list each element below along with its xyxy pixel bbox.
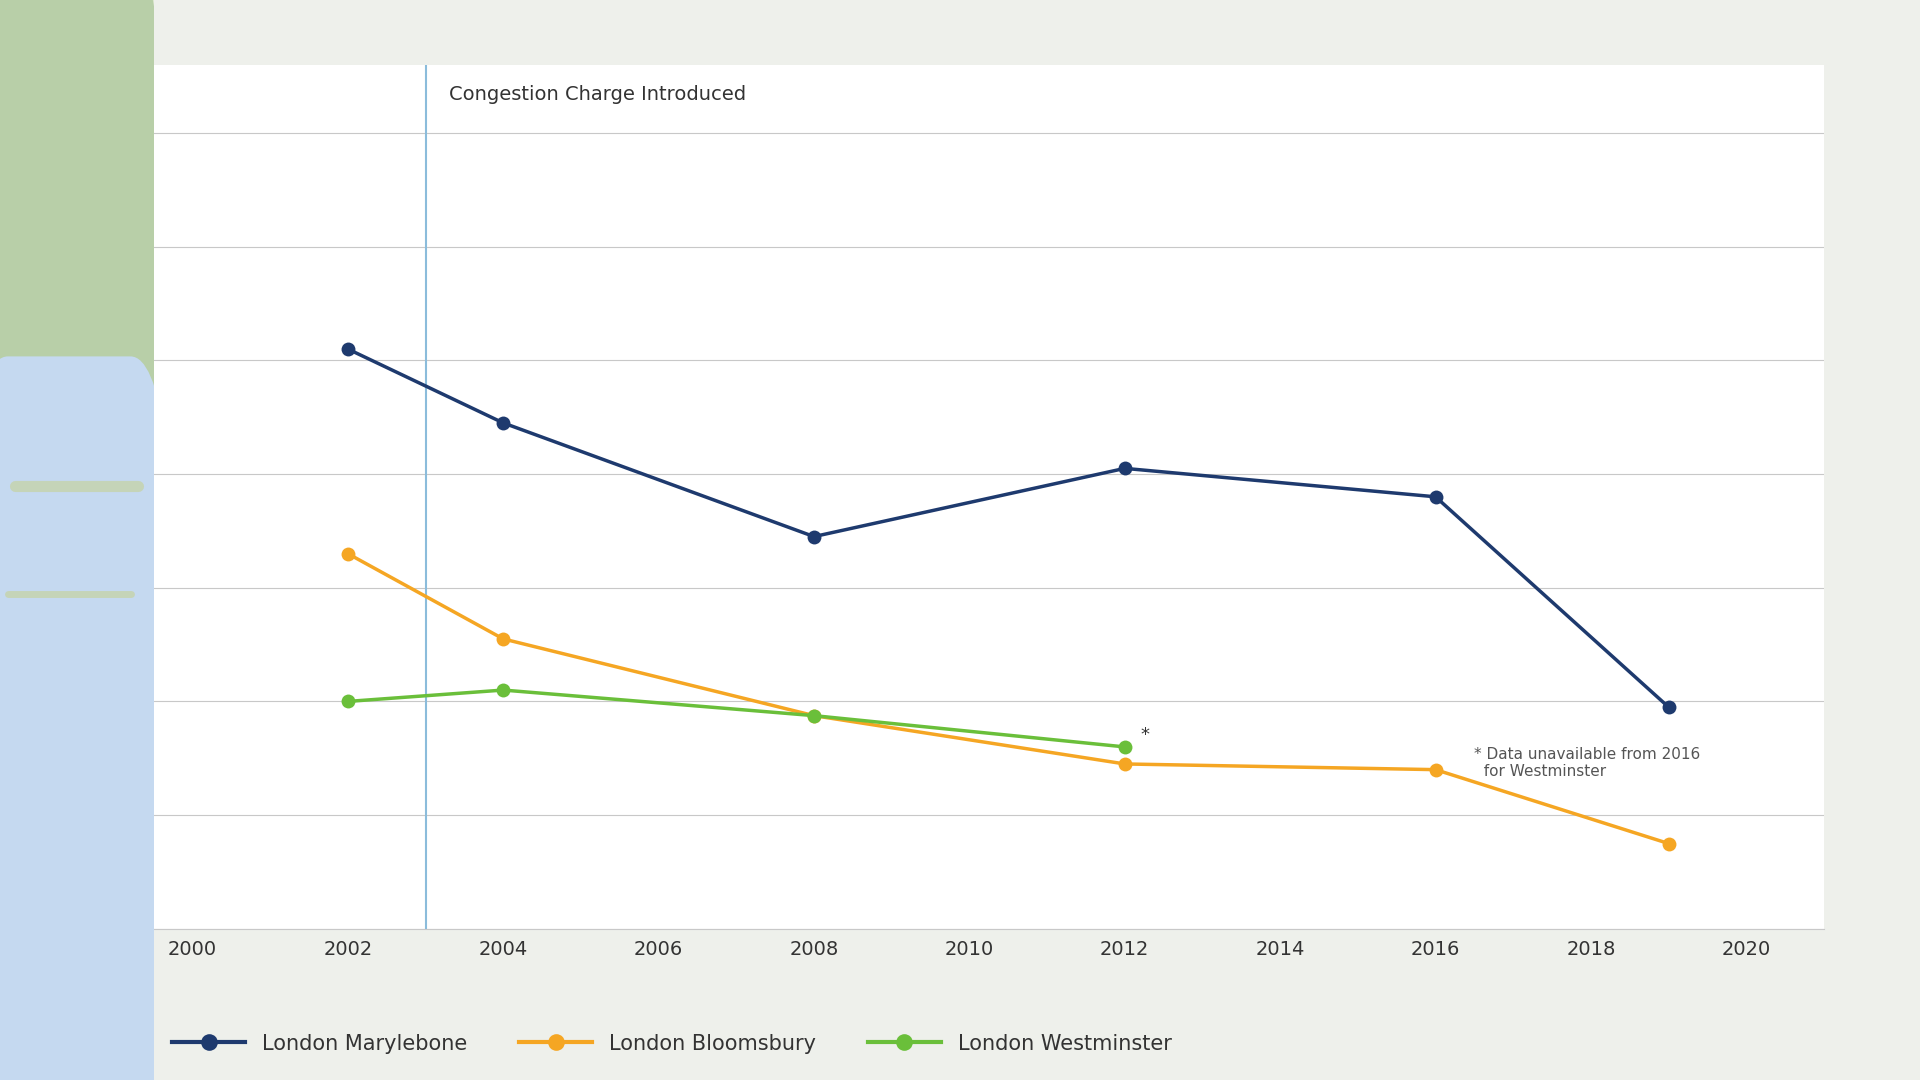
Text: Congestion Charge Introduced: Congestion Charge Introduced xyxy=(449,84,747,104)
London Westminster xyxy=(1114,741,1137,754)
Legend: London Marylebone, London Bloomsbury, London Westminster: London Marylebone, London Bloomsbury, Lo… xyxy=(163,1026,1179,1063)
London Bloomsbury xyxy=(1657,837,1680,850)
London Marylebone xyxy=(803,530,826,543)
London Bloomsbury xyxy=(1425,764,1448,777)
Line: London Westminster: London Westminster xyxy=(342,684,1131,754)
London Bloomsbury xyxy=(1114,757,1137,770)
Text: *: * xyxy=(1140,726,1150,744)
London Marylebone xyxy=(492,417,515,430)
London Bloomsbury xyxy=(336,548,359,561)
London Marylebone xyxy=(1657,701,1680,714)
Line: London Marylebone: London Marylebone xyxy=(342,342,1676,714)
London Westminster xyxy=(803,710,826,723)
London Marylebone xyxy=(1425,490,1448,503)
London Westminster xyxy=(336,694,359,707)
FancyBboxPatch shape xyxy=(0,0,169,756)
London Bloomsbury xyxy=(492,633,515,646)
Text: * Data unavailable from 2016
  for Westminster: * Data unavailable from 2016 for Westmin… xyxy=(1475,747,1701,780)
London Westminster xyxy=(492,684,515,697)
Line: London Bloomsbury: London Bloomsbury xyxy=(342,546,1676,850)
FancyBboxPatch shape xyxy=(0,356,177,1080)
London Marylebone xyxy=(1114,462,1137,475)
London Marylebone xyxy=(336,342,359,355)
London Bloomsbury xyxy=(803,710,826,723)
